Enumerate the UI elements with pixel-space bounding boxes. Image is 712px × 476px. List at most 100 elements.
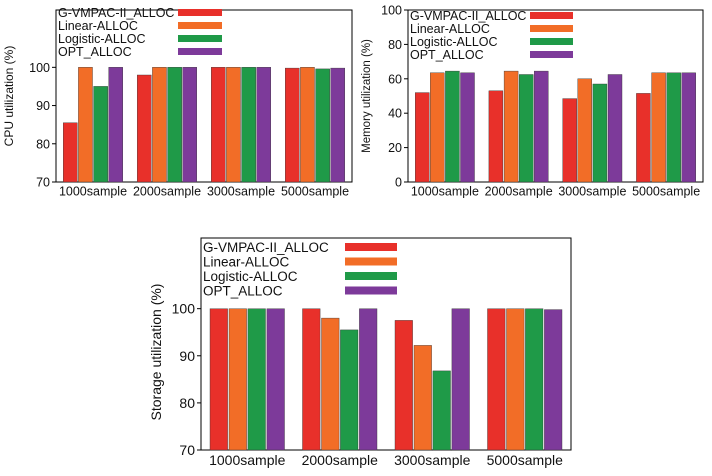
y-tick-label: 70 <box>36 176 50 190</box>
x-tick-label: 5000sample <box>281 185 349 199</box>
y-tick-label: 80 <box>388 38 402 52</box>
legend-label: G-VMPAC-II_ALLOC <box>58 6 174 20</box>
legend-label: Logistic-ALLOC <box>203 269 298 284</box>
bar-OPT_ALLOC-1000sample <box>108 67 123 183</box>
x-tick-label: 1000sample <box>209 452 285 468</box>
bar-Logistic-ALLOC-2000sample <box>340 329 359 451</box>
bar-Logistic-ALLOC-5000sample <box>525 308 544 451</box>
bar-Linear-ALLOC-3000sample <box>577 78 592 183</box>
legend-label: OPT_ALLOC <box>58 45 132 59</box>
bar-OPT_ALLOC-1000sample <box>460 72 475 183</box>
chart-cpu: 70 80 90 100 1000sample 2000sample 3000sample 5… <box>2 6 353 199</box>
bar-Linear-ALLOC-2000sample <box>503 70 519 183</box>
x-tick-label: 5000sample <box>632 185 700 199</box>
y-tick-label: 100 <box>172 301 196 317</box>
bar-OPT_ALLOC-2000sample <box>359 308 378 451</box>
chart-memory: 0 20 40 60 80 100 1000sample 2000sample 3000samp… <box>361 4 704 199</box>
legend-label: Linear-ALLOC <box>203 255 290 270</box>
bar-OPT_ALLOC-2000sample <box>534 70 549 183</box>
bar-Linear-ALLOC-3000sample <box>226 67 241 183</box>
legend-swatch <box>530 51 573 58</box>
x-tick-label: 2000sample <box>133 185 201 199</box>
legend-swatch <box>530 25 573 32</box>
legend-swatch <box>178 48 222 55</box>
bar-Logistic-ALLOC-3000sample <box>592 83 608 183</box>
y-tick-label: 90 <box>179 348 195 364</box>
legend-label: G-VMPAC-II_ALLOC <box>203 240 329 255</box>
bar-OPT_ALLOC-3000sample <box>256 67 272 183</box>
bar-Logistic-ALLOC-5000sample <box>315 68 330 183</box>
x-tick-label: 3000sample <box>394 452 470 468</box>
bar-Linear-ALLOC-2000sample <box>321 317 340 451</box>
bar-Linear-ALLOC-5000sample <box>300 67 315 183</box>
y-tick-label: 70 <box>179 442 195 458</box>
bar-G-VMPAC-II_ALLOC-5000sample <box>487 308 506 451</box>
bar-G-VMPAC-II_ALLOC-1000sample <box>63 122 78 183</box>
legend-label: Linear-ALLOC <box>410 22 490 36</box>
bar-G-VMPAC-II_ALLOC-2000sample <box>302 308 321 451</box>
bar-G-VMPAC-II_ALLOC-3000sample <box>210 67 226 183</box>
y-axis-label: Memory utilization (%) <box>361 39 373 153</box>
y-axis-label: Storage utilization (%) <box>148 284 164 421</box>
x-tick-label: 1000sample <box>59 185 127 199</box>
bar-G-VMPAC-II_ALLOC-3000sample <box>562 98 577 183</box>
legend-swatch <box>345 257 397 266</box>
bar-G-VMPAC-II_ALLOC-2000sample <box>136 74 152 183</box>
bar-G-VMPAC-II_ALLOC-3000sample <box>394 320 413 451</box>
plot-frame <box>407 9 704 183</box>
x-tick-label: 5000sample <box>487 452 563 468</box>
y-tick-label: 0 <box>395 176 402 190</box>
bar-OPT_ALLOC-2000sample <box>182 67 197 183</box>
x-tick-label: 3000sample <box>207 185 275 199</box>
legend: G-VMPAC-II_ALLOCLinear-ALLOCLogistic-ALL… <box>58 6 222 59</box>
bar-OPT_ALLOC-3000sample <box>607 74 623 183</box>
bar-Logistic-ALLOC-2000sample <box>167 67 182 183</box>
x-tick-label: 3000sample <box>558 185 626 199</box>
legend-swatch <box>530 38 573 45</box>
x-tick-label: 1000sample <box>411 185 479 199</box>
bar-Logistic-ALLOC-1000sample <box>247 308 266 451</box>
y-tick-label: 40 <box>388 107 402 121</box>
x-tick-label: 2000sample <box>485 185 553 199</box>
bar-Linear-ALLOC-1000sample <box>78 67 93 183</box>
bar-Linear-ALLOC-5000sample <box>651 72 666 183</box>
y-tick-label: 20 <box>388 141 402 155</box>
chart-storage: 70 80 90 100 1000sample 2000sample 3000sample 5… <box>148 237 572 468</box>
bar-OPT_ALLOC-5000sample <box>681 72 696 183</box>
bar-Logistic-ALLOC-2000sample <box>519 74 534 183</box>
y-tick-label: 80 <box>36 137 50 151</box>
bar-Logistic-ALLOC-1000sample <box>445 70 460 183</box>
plot-frame <box>200 237 572 451</box>
legend-label: OPT_ALLOC <box>410 48 484 62</box>
bar-OPT_ALLOC-5000sample <box>544 309 563 451</box>
legend-label: Linear-ALLOC <box>58 19 138 33</box>
bar-Logistic-ALLOC-5000sample <box>666 72 681 183</box>
bar-G-VMPAC-II_ALLOC-5000sample <box>636 93 651 183</box>
bar-Linear-ALLOC-3000sample <box>413 345 432 451</box>
y-tick-label: 90 <box>36 99 50 113</box>
legend-swatch <box>530 12 573 19</box>
bar-Linear-ALLOC-2000sample <box>152 67 167 183</box>
bar-G-VMPAC-II_ALLOC-1000sample <box>209 308 228 451</box>
legend-swatch <box>178 22 222 29</box>
legend: G-VMPAC-II_ALLOCLinear-ALLOCLogistic-ALL… <box>203 240 397 299</box>
bar-G-VMPAC-II_ALLOC-1000sample <box>415 92 430 183</box>
bar-Linear-ALLOC-5000sample <box>506 308 525 451</box>
legend-label: OPT_ALLOC <box>203 284 283 299</box>
legend-swatch <box>345 243 397 251</box>
legend-label: Logistic-ALLOC <box>410 35 498 49</box>
bar-Logistic-ALLOC-3000sample <box>241 67 256 183</box>
bar-Linear-ALLOC-1000sample <box>228 308 247 451</box>
legend-swatch <box>345 272 397 280</box>
y-tick-label: 100 <box>381 4 402 18</box>
legend-swatch <box>345 286 397 295</box>
y-tick-label: 60 <box>388 72 402 86</box>
y-tick-label: 80 <box>179 395 195 411</box>
bar-G-VMPAC-II_ALLOC-2000sample <box>488 90 504 183</box>
y-tick-label: 100 <box>29 61 50 75</box>
x-tick-label: 2000sample <box>302 452 378 468</box>
legend: G-VMPAC-II_ALLOCLinear-ALLOCLogistic-ALL… <box>410 9 573 62</box>
bar-Logistic-ALLOC-1000sample <box>93 86 108 183</box>
y-axis-label: CPU utilization (%) <box>2 46 16 147</box>
